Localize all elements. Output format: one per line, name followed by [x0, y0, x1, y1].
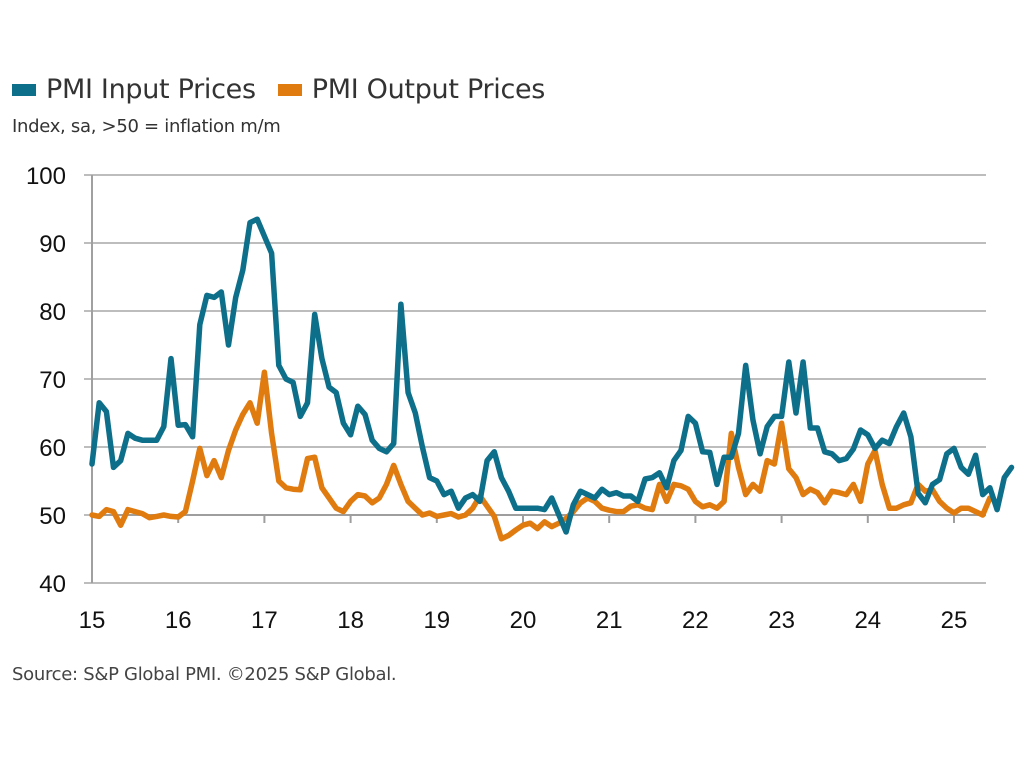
y-tick-label: 60 [39, 435, 66, 462]
legend-item-input-prices: PMI Input Prices [12, 74, 256, 105]
y-tick-label: 50 [39, 503, 66, 530]
x-tick-label: 22 [682, 607, 709, 634]
y-tick-label: 100 [26, 163, 66, 190]
series-line-output-prices [89, 369, 993, 542]
y-tick-label: 80 [39, 299, 66, 326]
chart-subtitle: Index, sa, >50 = inflation m/m [12, 116, 281, 137]
y-tick-label: 70 [39, 367, 66, 394]
x-tick-label: 21 [596, 607, 623, 634]
x-axis-ticks: 15 16 17 18 19 20 21 22 23 24 25 [79, 515, 968, 634]
legend-swatch-input-prices [12, 83, 36, 96]
source-note: Source: S&P Global PMI. ©2025 S&P Global… [12, 664, 397, 685]
series-line-input-prices [89, 216, 1015, 535]
x-tick-label: 20 [510, 607, 537, 634]
y-tick-label: 90 [39, 231, 66, 258]
gridlines [84, 174, 986, 584]
x-tick-label: 18 [337, 607, 364, 634]
x-tick-label: 17 [251, 607, 278, 634]
legend-item-output-prices: PMI Output Prices [277, 74, 546, 105]
x-tick-label: 25 [941, 607, 968, 634]
y-tick-label: 40 [39, 571, 66, 598]
x-tick-label: 15 [79, 607, 106, 634]
legend-label-output-prices: PMI Output Prices [311, 74, 546, 105]
legend-swatch-output-prices [277, 83, 302, 96]
series-lines [89, 216, 1015, 542]
x-tick-label: 23 [768, 607, 795, 634]
y-axis-ticks: 40 50 60 70 80 90 100 [26, 163, 66, 598]
legend-label-input-prices: PMI Input Prices [46, 74, 256, 105]
x-tick-label: 16 [165, 607, 192, 634]
x-tick-label: 19 [423, 607, 450, 634]
chart-legend: PMI Input Prices PMI Output Prices [12, 74, 567, 105]
x-tick-label: 24 [854, 607, 881, 634]
